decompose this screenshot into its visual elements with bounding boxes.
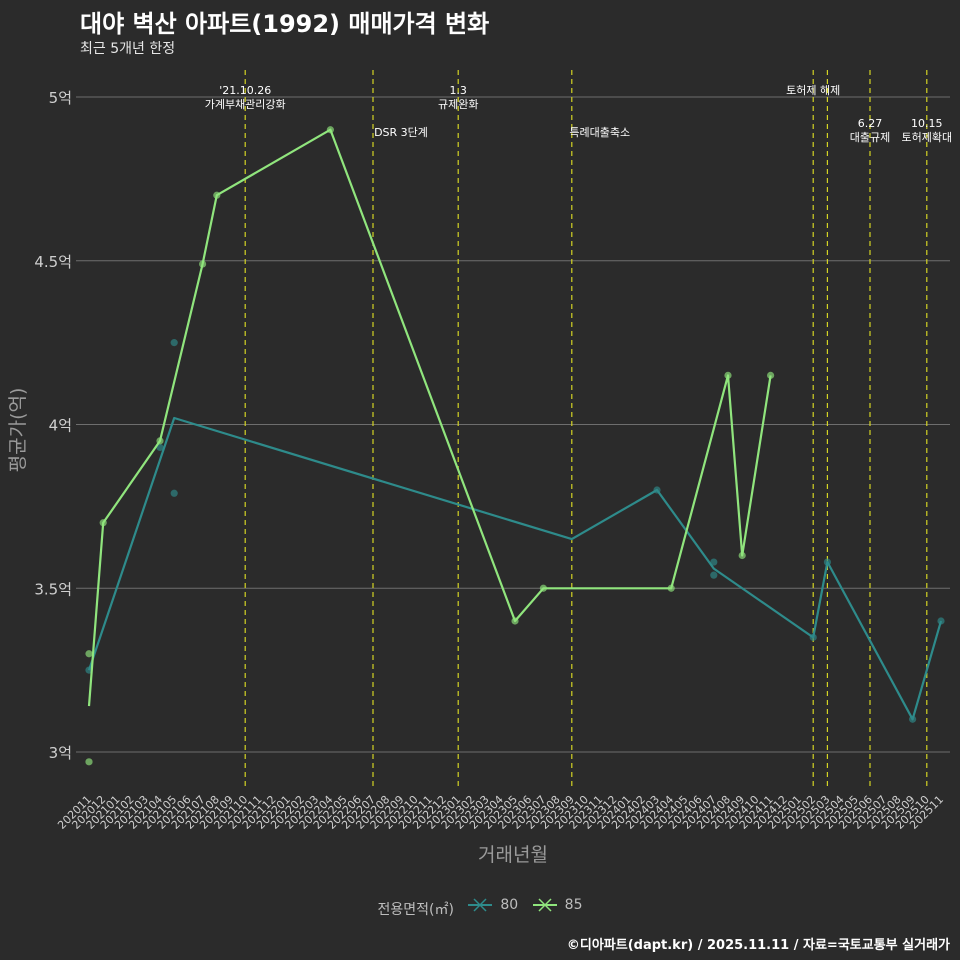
series-line-80 — [87, 416, 943, 721]
policy-event-label: 특례대출축소 — [569, 126, 630, 139]
data-point-85 — [156, 437, 164, 445]
policy-event-label: 1.3 — [449, 84, 467, 97]
data-point-85 — [724, 371, 732, 379]
chart-title: 대야 벽산 아파트(1992) 매매가격 변화 — [80, 10, 490, 38]
data-point-80 — [937, 617, 945, 625]
policy-event-label: 규제완화 — [438, 98, 478, 111]
y-tick-label: 3.5억 — [34, 580, 72, 598]
series-line-85 — [87, 128, 772, 707]
data-point-85 — [738, 551, 746, 560]
data-point-80 — [823, 558, 832, 566]
policy-event-label: 대출규제 — [850, 131, 890, 144]
data-point-85 — [767, 371, 775, 379]
y-axis-title: 평균가(억) — [7, 388, 29, 473]
legend: 전용면적(㎡) 80 85 — [0, 896, 960, 919]
legend-swatch-85 — [531, 896, 559, 914]
data-point-80 — [170, 339, 178, 347]
data-point-80 — [909, 715, 917, 723]
data-point-80 — [170, 489, 178, 497]
legend-swatch-80 — [466, 896, 494, 914]
chart-subtitle: 최근 5개년 한정 — [80, 41, 176, 57]
policy-event-label: '21.10.26 — [219, 84, 271, 97]
y-tick-label: 4억 — [49, 417, 72, 435]
data-point-85 — [213, 191, 221, 199]
data-point-80 — [653, 486, 661, 494]
data-point-85 — [199, 260, 207, 268]
y-tick-label: 4.5억 — [34, 253, 72, 271]
policy-event-label: 토허제확대 — [901, 131, 952, 144]
data-point-85 — [667, 584, 675, 592]
data-point-85 — [85, 758, 93, 766]
policy-event-label: 10.15 — [911, 117, 943, 130]
y-tick-label: 3억 — [49, 744, 72, 762]
policy-event-label: 토허제 해제 — [786, 83, 840, 97]
legend-item-85: 85 — [531, 896, 583, 914]
legend-label-80: 80 — [500, 897, 519, 913]
policy-event-label: 가계부채관리강화 — [205, 98, 286, 111]
source-caption: ©디아파트(dapt.kr) / 2025.11.11 / 자료=국토교통부 실… — [566, 938, 950, 953]
data-point-80 — [710, 558, 718, 566]
data-point-85 — [99, 519, 107, 527]
series-80 — [85, 339, 945, 723]
data-point-80 — [710, 571, 718, 579]
legend-item-80: 80 — [466, 896, 518, 914]
data-point-85 — [511, 617, 519, 625]
policy-event-label: DSR 3단계 — [374, 126, 428, 139]
data-point-80 — [156, 443, 164, 452]
x-axis-title: 거래년월 — [478, 844, 548, 866]
data-point-85 — [326, 126, 334, 134]
data-point-85 — [539, 584, 548, 592]
data-point-85 — [85, 650, 93, 658]
policy-event-label: 6.27 — [858, 117, 883, 130]
legend-label-85: 85 — [564, 897, 583, 913]
legend-title: 전용면적(㎡) — [377, 902, 454, 918]
data-point-80 — [809, 633, 817, 641]
y-tick-label: 5억 — [49, 89, 72, 107]
series-85 — [85, 126, 775, 766]
